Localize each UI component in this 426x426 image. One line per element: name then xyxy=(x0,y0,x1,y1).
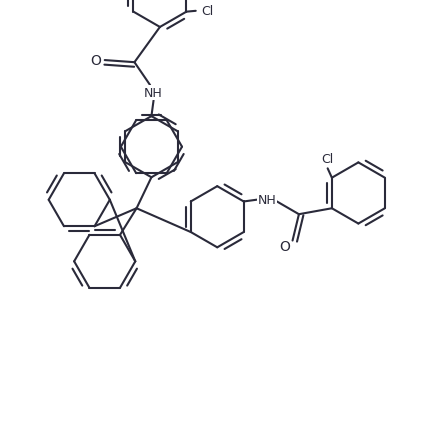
Text: Cl: Cl xyxy=(322,153,334,166)
Text: NH: NH xyxy=(144,87,163,100)
Text: O: O xyxy=(279,239,291,253)
Text: NH: NH xyxy=(258,193,276,206)
Text: O: O xyxy=(90,54,101,68)
Text: Cl: Cl xyxy=(201,5,214,18)
